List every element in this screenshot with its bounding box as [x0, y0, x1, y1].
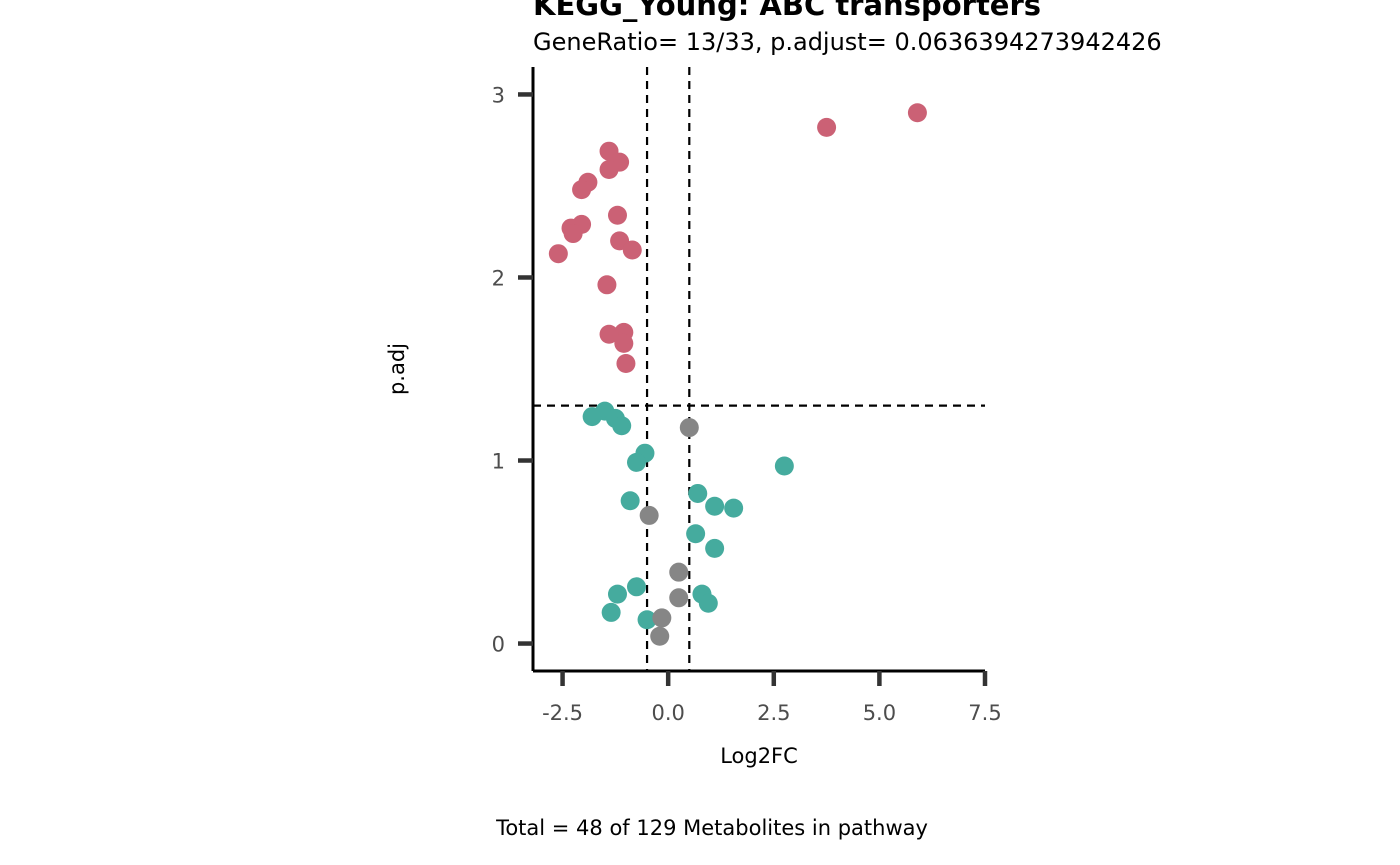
data-point-not-significant — [679, 418, 699, 438]
x-axis-ticks: -2.5 0.0 2.5 5.0 7.5 — [542, 671, 1002, 725]
x-tick-label: 7.5 — [968, 701, 1001, 725]
data-point-not-significant — [639, 505, 659, 525]
y-tick-label: 1 — [492, 450, 505, 474]
x-tick-label: 2.5 — [757, 701, 790, 725]
data-point-significant — [599, 324, 619, 344]
data-point-not-significant — [650, 626, 670, 646]
x-tick-label: 0.0 — [651, 701, 684, 725]
x-tick-label: 5.0 — [863, 701, 896, 725]
data-point-fold-change-only — [620, 491, 640, 511]
data-point-fold-change-only — [705, 538, 725, 558]
data-point-fold-change-only — [601, 602, 621, 622]
y-tick-label: 2 — [492, 266, 505, 290]
y-tick-label: 0 — [492, 633, 505, 657]
data-point-fold-change-only — [626, 577, 646, 597]
data-point-fold-change-only — [582, 407, 602, 427]
y-axis-title: p.adj — [385, 343, 409, 395]
data-point-significant — [817, 117, 837, 137]
data-point-significant — [614, 333, 634, 353]
data-point-significant — [548, 244, 568, 264]
data-point-significant — [616, 354, 636, 374]
data-point-fold-change-only — [686, 524, 706, 544]
data-point-significant — [622, 240, 642, 260]
chart-subtitle: GeneRatio= 13/33, p.adjust= 0.0636394273… — [533, 28, 1162, 56]
threshold-lines — [533, 67, 985, 671]
x-tick-label: -2.5 — [542, 701, 583, 725]
data-point-significant — [607, 205, 627, 225]
data-point-significant — [599, 159, 619, 179]
data-point-significant — [563, 224, 583, 244]
data-point-significant — [597, 275, 617, 295]
y-axis-ticks: 0 1 2 3 — [492, 83, 533, 657]
data-point-fold-change-only — [698, 593, 718, 613]
data-point-not-significant — [669, 562, 689, 582]
data-point-not-significant — [669, 588, 689, 608]
data-point-fold-change-only — [607, 584, 627, 604]
data-point-fold-change-only — [705, 496, 725, 516]
data-point-fold-change-only — [637, 610, 657, 630]
data-point-fold-change-only — [626, 452, 646, 472]
x-axis-title: Log2FC — [720, 744, 798, 768]
data-point-not-significant — [652, 608, 672, 628]
data-point-significant — [907, 103, 927, 123]
data-point-fold-change-only — [612, 416, 632, 436]
chart-caption: Total = 48 of 129 Metabolites in pathway — [495, 816, 928, 840]
data-points — [548, 103, 927, 646]
y-tick-label: 3 — [492, 83, 505, 107]
chart-title: KEGG_Young: ABC transporters — [533, 0, 1041, 22]
data-point-fold-change-only — [774, 456, 794, 476]
data-point-fold-change-only — [688, 483, 708, 503]
data-point-fold-change-only — [724, 498, 744, 518]
data-point-significant — [572, 180, 592, 200]
